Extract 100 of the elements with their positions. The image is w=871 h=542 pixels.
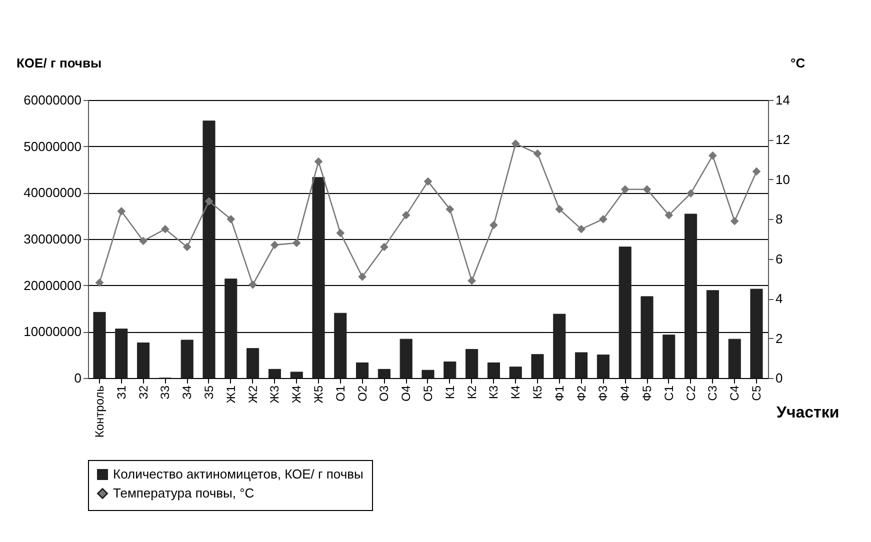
legend-label: Количество актиномицетов, КОЕ/ г почвы bbox=[113, 466, 364, 482]
x-tick-label: С3 bbox=[706, 385, 720, 401]
bar bbox=[400, 338, 412, 378]
point bbox=[752, 167, 761, 176]
y2-tick-label: 10 bbox=[776, 172, 790, 187]
bar bbox=[224, 278, 238, 378]
bar bbox=[334, 312, 347, 378]
y2-tick-label: 6 bbox=[776, 251, 783, 266]
x-tick-label: З1 bbox=[114, 385, 128, 400]
point bbox=[182, 242, 192, 252]
bar bbox=[596, 354, 610, 378]
y-tick-label: 0 bbox=[74, 370, 82, 386]
point bbox=[642, 185, 652, 194]
bar bbox=[115, 328, 128, 378]
bar bbox=[356, 362, 369, 378]
x-tick-label: О1 bbox=[333, 385, 348, 402]
point bbox=[226, 214, 236, 224]
point bbox=[270, 240, 279, 250]
x-tick-label: С1 bbox=[662, 385, 676, 401]
point bbox=[730, 216, 739, 226]
bar bbox=[422, 370, 434, 378]
bar bbox=[202, 120, 216, 378]
point bbox=[292, 238, 301, 248]
y-tick-label: 30000000 bbox=[24, 232, 82, 246]
point bbox=[314, 157, 323, 166]
y-tick-label: 50000000 bbox=[24, 138, 82, 154]
x-tick-label: К2 bbox=[464, 385, 479, 400]
x-tick-label: К5 bbox=[530, 385, 544, 400]
bar bbox=[684, 214, 698, 378]
y-tick-label: 20000000 bbox=[24, 278, 82, 293]
bar bbox=[575, 352, 588, 378]
y2-tick-label: 8 bbox=[776, 212, 783, 227]
x-tick-label: К4 bbox=[508, 385, 523, 400]
bar bbox=[93, 312, 106, 378]
bar bbox=[553, 314, 566, 378]
point bbox=[708, 151, 717, 160]
x-tick-label: О3 bbox=[377, 385, 392, 402]
x-tick-label: С4 bbox=[728, 385, 742, 401]
bar bbox=[137, 342, 150, 378]
bar bbox=[312, 177, 325, 378]
y-axis-title: КОЕ/ г почвы bbox=[16, 56, 102, 70]
bar bbox=[750, 288, 763, 378]
point bbox=[555, 205, 564, 214]
y2-tick-label: 12 bbox=[776, 132, 790, 148]
x-tick-label: О4 bbox=[399, 385, 414, 402]
x-tick-label: Контроль bbox=[92, 386, 106, 438]
point bbox=[664, 210, 674, 220]
point bbox=[424, 177, 432, 186]
point bbox=[139, 236, 148, 246]
x-tick-label: К1 bbox=[442, 385, 457, 400]
y-tick-label: 60000000 bbox=[24, 92, 82, 108]
x-tick-label: К3 bbox=[486, 385, 501, 400]
y-tick-label: 40000000 bbox=[24, 185, 82, 200]
x-tick-label: Ж3 bbox=[268, 385, 282, 404]
x-axis-title: Участки bbox=[776, 404, 840, 422]
point bbox=[533, 149, 542, 158]
point bbox=[468, 276, 476, 285]
y2-tick-label: 0 bbox=[776, 370, 783, 386]
x-tick-label: Ж5 bbox=[312, 385, 326, 404]
bar bbox=[378, 368, 390, 378]
x-tick-label: Ж1 bbox=[224, 385, 238, 404]
bar bbox=[268, 368, 281, 378]
point bbox=[117, 207, 126, 216]
bar bbox=[180, 340, 194, 378]
bar bbox=[531, 354, 544, 378]
y2-axis-title: °С bbox=[790, 56, 806, 70]
x-tick-label: О2 bbox=[355, 385, 370, 402]
point bbox=[95, 278, 104, 287]
bar bbox=[640, 296, 654, 378]
x-tick-label: Ф2 bbox=[574, 385, 588, 402]
x-tick-label: Ф4 bbox=[618, 385, 632, 402]
x-tick-label: Ф1 bbox=[552, 385, 566, 402]
point bbox=[620, 185, 630, 194]
x-tick-label: З4 bbox=[180, 385, 194, 400]
point bbox=[161, 224, 170, 234]
x-tick-label: С2 bbox=[684, 385, 698, 401]
bar bbox=[728, 338, 741, 378]
point bbox=[336, 228, 345, 238]
point bbox=[380, 242, 388, 252]
bar bbox=[290, 372, 303, 378]
point bbox=[358, 272, 366, 281]
point bbox=[402, 210, 410, 220]
point bbox=[490, 220, 498, 230]
y2-tick-label: 2 bbox=[776, 330, 783, 346]
y-tick-label: 10000000 bbox=[24, 324, 82, 340]
point bbox=[248, 280, 257, 289]
x-tick-label: Ж4 bbox=[290, 385, 304, 404]
x-tick-label: Ф3 bbox=[596, 385, 610, 402]
bar bbox=[706, 290, 719, 378]
point bbox=[511, 140, 520, 148]
point bbox=[577, 224, 586, 234]
bar bbox=[487, 362, 500, 378]
x-tick-label: О5 bbox=[421, 385, 435, 402]
x-tick-label: Ж2 bbox=[246, 385, 260, 404]
y2-tick-label: 4 bbox=[776, 291, 783, 306]
bar bbox=[662, 334, 676, 378]
x-tick-label: З5 bbox=[202, 385, 216, 400]
point bbox=[446, 205, 454, 214]
bar bbox=[509, 366, 522, 378]
bar bbox=[246, 348, 260, 378]
